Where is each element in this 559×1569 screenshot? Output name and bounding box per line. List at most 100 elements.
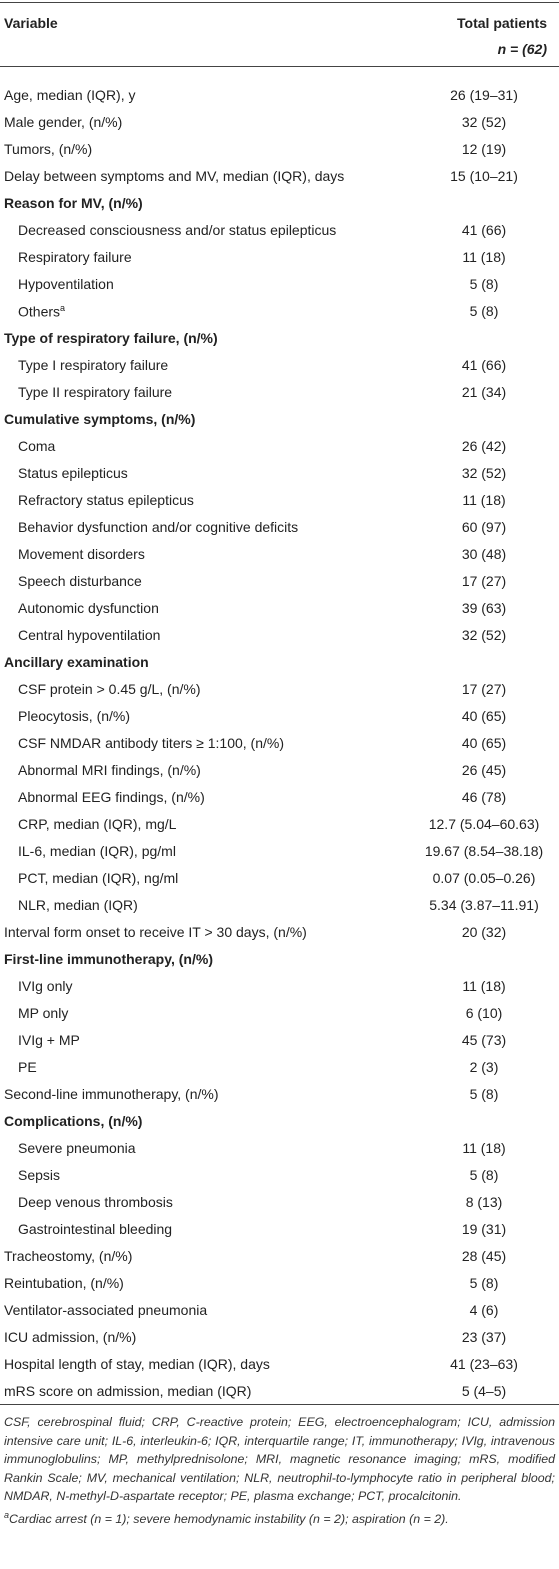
table-row: Behavior dysfunction and/or cognitive de… (0, 513, 559, 540)
table-row: CSF NMDAR antibody titers ≥ 1:100, (n/%)… (0, 729, 559, 756)
row-value: 41 (23–63) (450, 1356, 518, 1372)
row-value: 4 (6) (469, 1302, 499, 1318)
row-value: 5 (8) (469, 1275, 499, 1291)
table-row: ICU admission, (n/%) 23 (37) (0, 1323, 559, 1350)
table-row: Respiratory failure 11 (18) (0, 243, 559, 270)
row-value: 32 (52) (461, 465, 507, 481)
table-row: Age, median (IQR), y 26 (19–31) (0, 81, 559, 108)
row-value: 5 (8) (469, 276, 499, 292)
row-label: Delay between symptoms and MV, median (I… (4, 168, 345, 184)
row-label: Deep venous thrombosis (18, 1194, 173, 1210)
row-label: Type of respiratory failure, (n/%) (4, 330, 218, 346)
table-row: Male gender, (n/%) 32 (52) (0, 108, 559, 135)
row-label: Respiratory failure (18, 249, 132, 265)
row-label: Abnormal MRI findings, (n/%) (18, 762, 201, 778)
row-label: Behavior dysfunction and/or cognitive de… (18, 519, 299, 535)
row-value: 17 (27) (461, 573, 507, 589)
section-row: First-line immunotherapy, (n/%) (0, 945, 559, 972)
row-value: 26 (19–31) (450, 87, 518, 103)
row-label: Second-line immunotherapy, (n/%) (4, 1086, 219, 1102)
section-row: Reason for MV, (n/%) (0, 189, 559, 216)
row-label: Pleocytosis, (n/%) (18, 708, 131, 724)
table-row: Autonomic dysfunction 39 (63) (0, 594, 559, 621)
table-row: Type II respiratory failure 21 (34) (0, 378, 559, 405)
row-label: Refractory status epilepticus (18, 492, 194, 508)
row-value: 5.34 (3.87–11.91) (429, 897, 539, 913)
table-row: Hospital length of stay, median (IQR), d… (0, 1350, 559, 1377)
footnotes: CSF, cerebrospinal fluid; CRP, C-reactiv… (4, 1413, 555, 1529)
row-value: 0.07 (0.05–0.26) (432, 870, 536, 886)
row-label: mRS score on admission, median (IQR) (4, 1383, 252, 1399)
row-label: Reintubation, (n/%) (4, 1275, 124, 1291)
table-row: CSF protein > 0.45 g/L, (n/%) 17 (27) (0, 675, 559, 702)
row-value: 45 (73) (461, 1032, 507, 1048)
row-label: IVIg + MP (18, 1032, 80, 1048)
row-label: Tracheostomy, (n/%) (4, 1248, 133, 1264)
footnote-text: Cardiac arrest (n = 1); severe hemodynam… (9, 1512, 449, 1527)
row-label: CSF protein > 0.45 g/L, (n/%) (18, 681, 201, 697)
row-label: ICU admission, (n/%) (4, 1329, 137, 1345)
row-value: 17 (27) (461, 681, 507, 697)
row-label: NLR, median (IQR) (18, 897, 138, 913)
row-value: 6 (10) (465, 1005, 503, 1021)
table-row: Severe pneumonia 11 (18) (0, 1134, 559, 1161)
row-label: Tumors, (n/%) (4, 141, 93, 157)
table-row: IVIg only 11 (18) (0, 972, 559, 999)
row-label: Complications, (n/%) (4, 1113, 143, 1129)
row-label: Type II respiratory failure (18, 384, 173, 400)
row-label: Othersa (18, 303, 66, 320)
table-row: Tracheostomy, (n/%) 28 (45) (0, 1242, 559, 1269)
row-value: 20 (32) (461, 924, 507, 940)
table-row: Ventilator-associated pneumonia 4 (6) (0, 1296, 559, 1323)
row-value: 15 (10–21) (450, 168, 518, 184)
row-label: Ancillary examination (4, 654, 149, 670)
row-label: PE (18, 1059, 37, 1075)
row-label: Sepsis (18, 1167, 61, 1183)
table-row: Abnormal EEG findings, (n/%) 46 (78) (0, 783, 559, 810)
row-value: 12.7 (5.04–60.63) (428, 816, 540, 832)
table-row: Othersa 5 (8) (0, 297, 559, 324)
row-value: 40 (65) (461, 708, 507, 724)
table-header: Variable Total patients n = (62) (0, 2, 559, 67)
row-value: 32 (52) (461, 627, 507, 643)
row-label: Type I respiratory failure (18, 357, 169, 373)
table-row: Gastrointestinal bleeding 19 (31) (0, 1215, 559, 1242)
row-value: 21 (34) (461, 384, 507, 400)
row-value: 30 (48) (461, 546, 507, 562)
row-value: 5 (8) (469, 1167, 499, 1183)
row-label: MP only (18, 1005, 69, 1021)
table-row: Second-line immunotherapy, (n/%) 5 (8) (0, 1080, 559, 1107)
table-row: Central hypoventilation 32 (52) (0, 621, 559, 648)
table-row: Tumors, (n/%) 12 (19) (0, 135, 559, 162)
table-row: Refractory status epilepticus 11 (18) (0, 486, 559, 513)
table-row: Pleocytosis, (n/%) 40 (65) (0, 702, 559, 729)
row-label: First-line immunotherapy, (n/%) (4, 951, 213, 967)
section-row: Complications, (n/%) (0, 1107, 559, 1134)
column-header: Variable (4, 15, 58, 31)
row-value: 11 (18) (462, 249, 506, 265)
section-row: Cumulative symptoms, (n/%) (0, 405, 559, 432)
table-row: IL-6, median (IQR), pg/ml 19.67 (8.54–38.… (0, 837, 559, 864)
row-label: Reason for MV, (n/%) (4, 195, 143, 211)
row-label: Hypoventilation (18, 276, 114, 292)
row-label: Age, median (IQR), y (4, 87, 136, 103)
footnote-mark: a (4, 1509, 10, 1520)
row-value: 26 (45) (461, 762, 507, 778)
row-value: 40 (65) (461, 735, 507, 751)
row-value: 5 (4–5) (461, 1383, 507, 1399)
row-value: 12 (19) (461, 141, 507, 157)
row-value: 8 (13) (465, 1194, 503, 1210)
table-row: Deep venous thrombosis 8 (13) (0, 1188, 559, 1215)
row-label: Coma (18, 438, 56, 454)
row-label: Ventilator-associated pneumonia (4, 1302, 208, 1318)
sample-size: n = (62) (497, 41, 547, 57)
table-row: Reintubation, (n/%) 5 (8) (0, 1269, 559, 1296)
table-row: MP only 6 (10) (0, 999, 559, 1026)
row-label: CRP, median (IQR), mg/L (18, 816, 177, 832)
table-row: Coma 26 (42) (0, 432, 559, 459)
table-row: Speech disturbance 17 (27) (0, 567, 559, 594)
row-label: Hospital length of stay, median (IQR), d… (4, 1356, 270, 1372)
row-label: Interval form onset to receive IT > 30 d… (4, 924, 307, 940)
row-value: 11 (18) (462, 1140, 506, 1156)
